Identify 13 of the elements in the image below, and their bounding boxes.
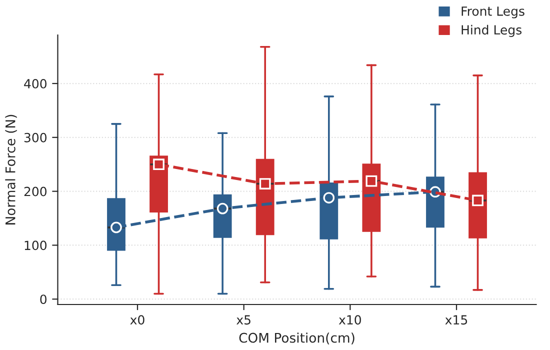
x-axis-title: COM Position(cm) [239,332,354,344]
y-tick-label: 0 [40,294,47,304]
y-tick-label: 300 [24,132,47,142]
y-tick-label: 200 [24,186,47,196]
y-tick-label: 400 [24,78,47,88]
y-tick-label: 100 [24,240,47,250]
y-axis-title: Normal Force (N) [5,114,17,224]
x-tick-label: x15 [445,315,468,325]
x-tick-label: x10 [338,315,361,325]
x-tick-label: x0 [130,315,144,325]
legend-label: Hind Legs [462,24,522,38]
x-tick-label: x5 [236,315,250,325]
legend-label: Front Legs [462,6,524,18]
